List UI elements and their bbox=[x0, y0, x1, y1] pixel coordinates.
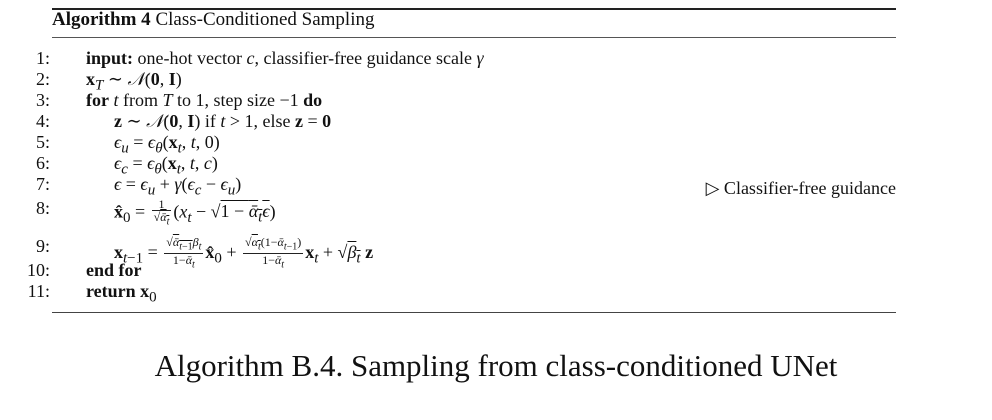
line-number: 9: bbox=[35, 236, 50, 256]
line-body: end for bbox=[86, 260, 142, 280]
line-number: 3: bbox=[35, 90, 50, 110]
line-number: 2: bbox=[35, 69, 50, 89]
line-body: xt−1 = √ᾱt−1βt 1−ᾱt x̂0 + √αt(1−ᾱt−1) 1−ᾱt x… bbox=[114, 235, 374, 271]
keyword: input: bbox=[86, 48, 134, 68]
line-body: return x0 bbox=[86, 281, 157, 306]
line-number: 5: bbox=[35, 132, 50, 152]
line-body: ϵc = ϵθ(xt, t, c) bbox=[114, 153, 218, 178]
figure-caption: Algorithm B.4. Sampling from class-condi… bbox=[154, 348, 838, 383]
keyword: for bbox=[86, 90, 109, 110]
line-body: xT ∼ 𝒩(0, I) bbox=[86, 69, 182, 94]
line-body: ϵ = ϵu + γ(ϵc − ϵu) bbox=[114, 174, 242, 199]
algorithm-title: Class-Conditioned Sampling bbox=[155, 9, 375, 30]
algorithm-header: Algorithm 4 Class-Conditioned Sampling bbox=[52, 9, 374, 31]
line-number: 11: bbox=[27, 281, 50, 301]
line-number: 1: bbox=[35, 48, 50, 68]
bottom-rule bbox=[52, 312, 896, 313]
line-body: x̂0 = 1 √ᾱt (xt − √1 − ᾱtϵ) bbox=[114, 197, 276, 228]
line-number: 10: bbox=[26, 260, 50, 280]
line-body: input: one-hot vector c, classifier-free… bbox=[86, 48, 484, 68]
line-body: z ∼ 𝒩(0, I) if t > 1, else z = 0 bbox=[114, 111, 332, 132]
line-body: ϵu = ϵθ(xt, t, 0) bbox=[114, 132, 220, 157]
line-number: 7: bbox=[35, 174, 50, 194]
line-comment: ▷ Classifier-free guidance bbox=[705, 178, 896, 198]
line-number: 8: bbox=[35, 198, 50, 218]
line-number: 6: bbox=[35, 153, 50, 173]
line-body: for t from T to 1, step size −1 do bbox=[86, 90, 323, 110]
top-rule bbox=[52, 8, 896, 10]
keyword: return bbox=[86, 281, 136, 301]
line-number: 4: bbox=[35, 111, 50, 131]
algorithm-label: Algorithm 4 bbox=[52, 9, 151, 30]
keyword: do bbox=[303, 90, 323, 110]
header-rule bbox=[52, 37, 896, 38]
keyword: end for bbox=[86, 260, 142, 280]
